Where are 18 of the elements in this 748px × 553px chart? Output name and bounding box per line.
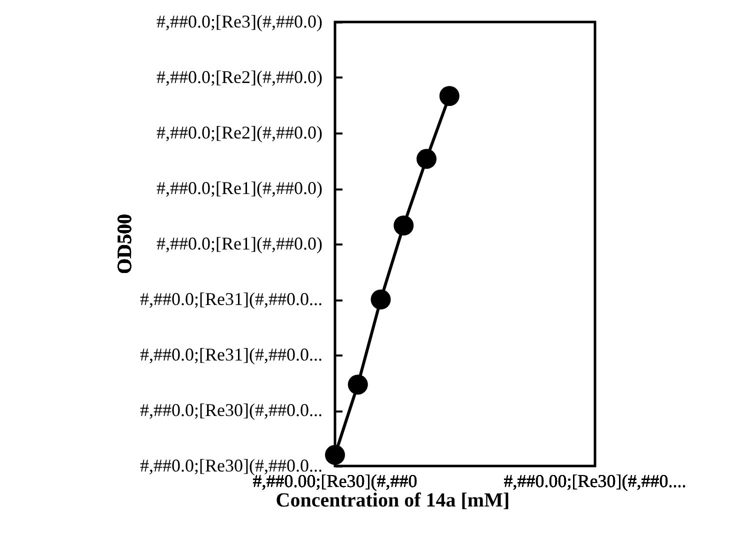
text: #,##0.0;[Re3](#,##0.0) [156, 12, 322, 32]
text: #,##0.0;[Re1](#,##0.0) [156, 178, 322, 198]
point [416, 148, 437, 169]
point [439, 86, 460, 106]
text: #,##0.0;[Re30](#,##0.0... [140, 456, 322, 476]
text: #,##0.0;[Re1](#,##0.0) [156, 234, 322, 254]
point [348, 374, 368, 395]
point [325, 444, 345, 465]
text: OD500 [114, 214, 136, 274]
text: #,##0.0;[Re31](#,##0.0... [140, 344, 322, 364]
point [370, 290, 391, 310]
text: #,##0.0;[Re2](#,##0.0) [156, 122, 322, 142]
text: #,##0.0;[Re30](#,##0.0... [140, 400, 322, 420]
x-axis-title: Concentration of 14a [mM] [276, 490, 510, 512]
point [394, 216, 414, 236]
text: #,##0.00;[Re30](#,##0.... [504, 471, 686, 491]
text: #,##0.0;[Re2](#,##0.0) [156, 67, 322, 87]
text: #,##0.0;[Re31](#,##0.0... [140, 289, 322, 309]
